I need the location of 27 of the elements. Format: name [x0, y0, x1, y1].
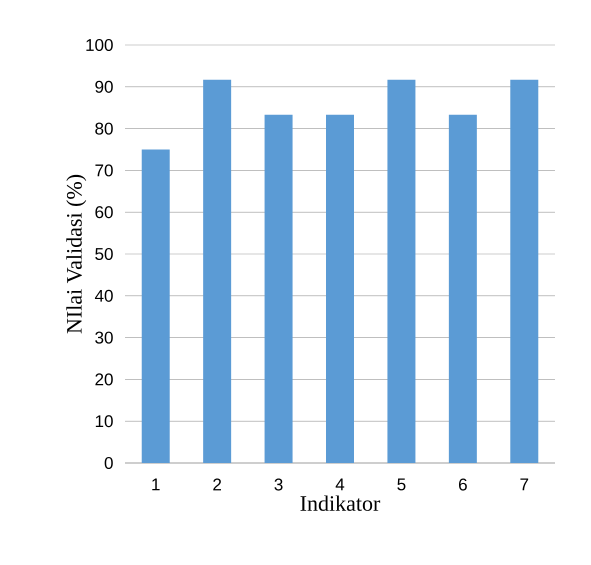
x-tick-label: 5 — [397, 478, 406, 490]
y-tick-label: 20 — [95, 373, 113, 386]
y-tick-label: 50 — [95, 248, 113, 260]
x-axis-title: Indikator — [300, 495, 380, 511]
y-tick-label: 0 — [104, 456, 113, 470]
bar — [203, 80, 232, 463]
bar — [142, 149, 170, 463]
y-axis-title: NIlai Validasi (%) — [66, 174, 86, 334]
y-tick-label: 60 — [95, 206, 113, 218]
bar — [326, 114, 354, 463]
x-tick-label: 3 — [274, 478, 283, 491]
y-tick-label: 40 — [94, 290, 113, 302]
y-tick-label: 80 — [95, 122, 113, 135]
y-tick-label: 90 — [95, 80, 113, 93]
x-tick-label: 4 — [336, 478, 344, 490]
y-tick-label: 10 — [96, 415, 113, 428]
bar — [448, 114, 477, 463]
y-tick-label: 100 — [86, 38, 113, 52]
x-tick-label: 7 — [520, 478, 528, 490]
x-tick-label: 6 — [458, 478, 467, 491]
y-tick-label: 70 — [95, 164, 113, 176]
bar — [264, 114, 293, 463]
bar — [387, 80, 416, 463]
y-tick-label: 30 — [95, 332, 113, 344]
bar — [510, 80, 538, 463]
x-tick-label: 1 — [152, 478, 160, 490]
x-tick-label: 2 — [213, 478, 222, 490]
